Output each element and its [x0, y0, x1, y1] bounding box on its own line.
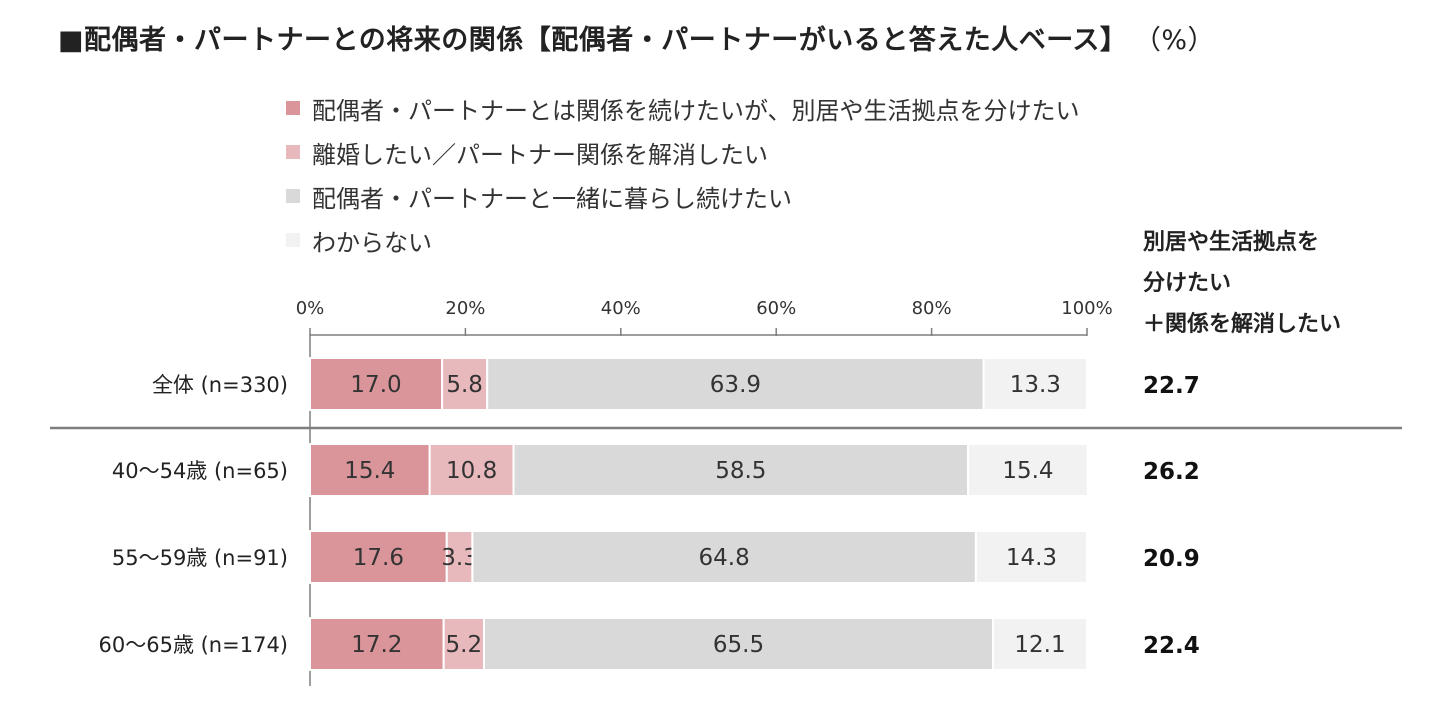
combined-value-label: 26.2 [1143, 459, 1200, 485]
legend-item: わからない [286, 218, 1080, 262]
bar-value-label: 14.3 [1006, 545, 1057, 571]
legend-label: わからない [312, 228, 432, 257]
category-label: 60～65歳 (n=174) [99, 633, 289, 657]
bar-segment [445, 530, 474, 584]
x-tick-label: 20% [445, 298, 485, 319]
combined-value-label: 22.7 [1143, 373, 1200, 399]
bar-value-label: 64.8 [699, 545, 750, 571]
bar-segment [471, 530, 977, 584]
legend-swatch [286, 145, 300, 159]
chart-title-text: ■配偶者・パートナーとの将来の関係【配偶者・パートナーがいると答えた人ベース】 [58, 25, 1128, 56]
legend-label: 配偶者・パートナーと一緒に暮らし続けたい [312, 184, 792, 213]
legend-label: 配偶者・パートナーとは関係を続けたいが、別居や生活拠点を分けたい [312, 96, 1080, 125]
combined-value-label: 20.9 [1143, 546, 1200, 572]
bar-value-label: 10.8 [446, 458, 497, 484]
bar-segment [442, 617, 486, 671]
bar-value-label: 5.2 [446, 632, 483, 658]
bar-value-label: 63.9 [710, 372, 761, 398]
bar-value-label: 12.1 [1014, 632, 1065, 658]
bar-segment [309, 357, 444, 411]
bar-segment [991, 617, 1088, 671]
bar-value-label: 5.8 [446, 372, 483, 398]
category-label: 全体 (n=330) [152, 373, 288, 397]
category-label: 40～54歳 (n=65) [112, 459, 288, 483]
bar-value-label: 17.0 [350, 372, 401, 398]
x-tick-label: 100% [1061, 298, 1112, 319]
bar-segment [309, 530, 448, 584]
legend-item: 配偶者・パートナーとは関係を続けたいが、別居や生活拠点を分けたい [286, 86, 1080, 130]
chart-title: ■配偶者・パートナーとの将来の関係【配偶者・パートナーがいると答えた人ベース】 （… [58, 18, 1215, 57]
bar-segment [974, 530, 1088, 584]
bar-value-label: 17.6 [353, 545, 404, 571]
legend: 配偶者・パートナーとは関係を続けたいが、別居や生活拠点を分けたい 離婚したい／パ… [286, 86, 1080, 262]
bar-segment [428, 443, 515, 497]
bar-value-label: 15.4 [1002, 458, 1053, 484]
bar-segment [309, 443, 431, 497]
bar-value-label: 13.3 [1010, 372, 1061, 398]
bar-segment [512, 443, 970, 497]
x-tick-label: 80% [912, 298, 952, 319]
bar-value-label: 65.5 [713, 632, 764, 658]
bar-segment [486, 357, 985, 411]
category-label: 55～59歳 (n=91) [112, 546, 288, 570]
legend-item: 配偶者・パートナーと一緒に暮らし続けたい [286, 174, 1080, 218]
bar-segment [982, 357, 1088, 411]
bar-value-label: 15.4 [344, 458, 395, 484]
bar-segment [967, 443, 1089, 497]
x-tick-label: 40% [601, 298, 641, 319]
legend-swatch [286, 189, 300, 203]
x-tick-label: 0% [296, 298, 325, 319]
bar-value-label: 17.2 [351, 632, 402, 658]
bar-segment [483, 617, 994, 671]
combined-header-line: 別居や生活拠点を [1143, 230, 1320, 255]
combined-header-line: ＋関係を解消したい [1143, 312, 1342, 337]
combined-header-line: 分けたい [1143, 271, 1232, 296]
unit-label: （%） [1147, 25, 1216, 56]
legend-swatch [286, 101, 300, 115]
bar-segment [309, 617, 445, 671]
legend-item: 離婚したい／パートナー関係を解消したい [286, 130, 1080, 174]
combined-value-label: 22.4 [1143, 633, 1200, 659]
legend-swatch [286, 233, 300, 247]
x-tick-label: 60% [756, 298, 796, 319]
legend-label: 離婚したい／パートナー関係を解消したい [312, 140, 768, 169]
combined-column-header: 別居や生活拠点を 分けたい ＋関係を解消したい [1143, 222, 1341, 345]
bar-value-label: 58.5 [715, 458, 766, 484]
